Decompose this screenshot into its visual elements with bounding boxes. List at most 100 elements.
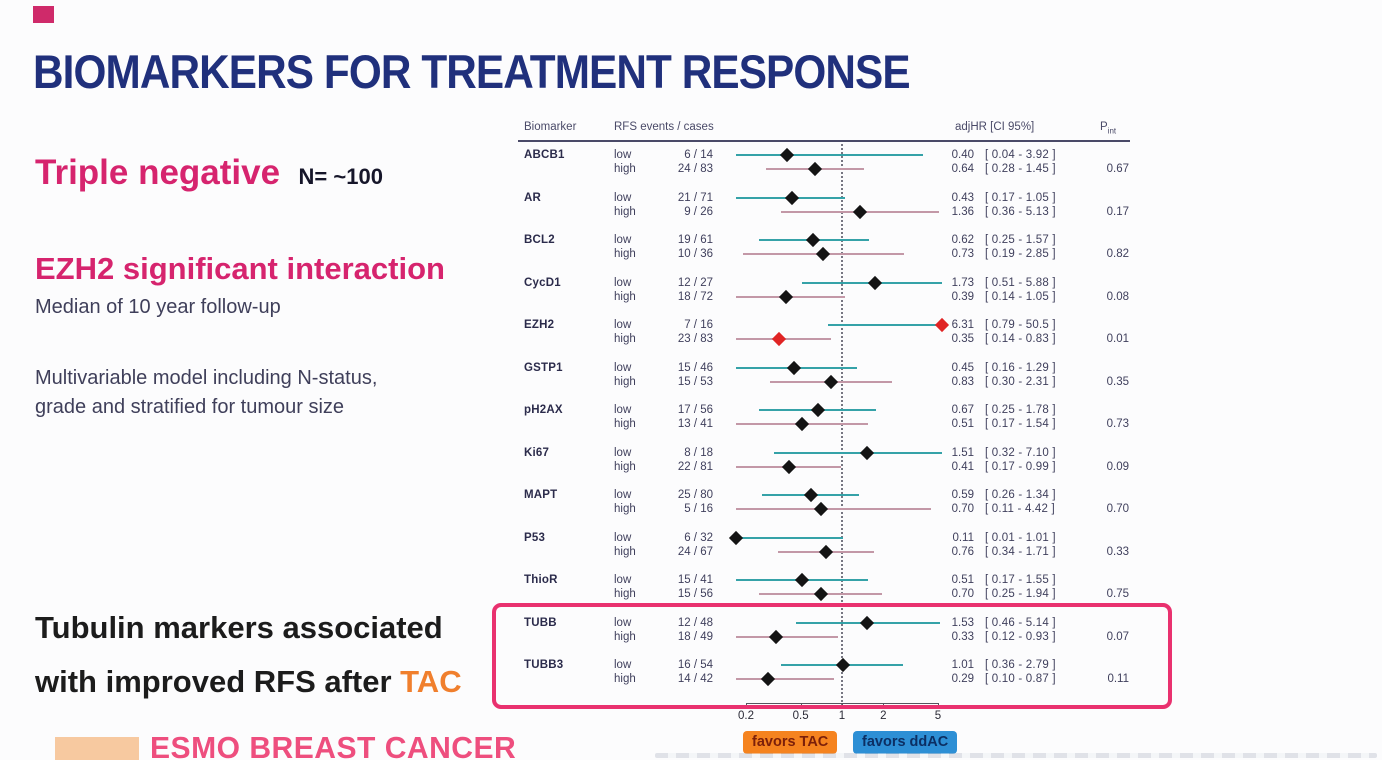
hr-point-diamond <box>772 331 787 347</box>
biomarker-label: AR <box>524 191 542 204</box>
ci-value: [ 0.25 - 1.78 ] <box>985 404 1056 416</box>
events-value: 21 / 71 <box>677 191 713 204</box>
forest-group-thior: ThioR low 15 / 41 0.51 [ 0.17 - 1.55 ] high 15… <box>518 572 1130 602</box>
hr-value: 0.70 <box>951 503 974 515</box>
ci-value: [ 0.32 - 7.10 ] <box>985 446 1056 459</box>
axis-tick-label: 0.5 <box>792 710 809 722</box>
ci-value: [ 0.25 - 1.94 ] <box>985 588 1056 600</box>
hr-value: 0.62 <box>951 234 974 246</box>
hr-value: 0.11 <box>952 531 974 544</box>
ci-interval-line <box>736 635 838 638</box>
hr-point-diamond <box>808 161 823 177</box>
events-value: 13 / 41 <box>677 418 713 430</box>
level-label: high <box>614 248 636 260</box>
events-value: 18 / 72 <box>677 290 713 303</box>
events-value: 5 / 16 <box>684 503 713 515</box>
hr-value: 0.29 <box>951 673 974 685</box>
hr-point-diamond <box>816 246 831 262</box>
hr-value: 0.59 <box>951 489 974 501</box>
model-line-1: Multivariable model including N-status, <box>35 367 378 389</box>
hr-value: 0.33 <box>951 630 974 643</box>
hr-value: 0.41 <box>951 460 974 473</box>
level-label: low <box>614 361 632 374</box>
events-value: 8 / 18 <box>684 446 713 459</box>
hr-value: 0.35 <box>951 333 974 345</box>
p-interaction-value: 0.73 <box>1106 418 1129 430</box>
ci-value: [ 0.28 - 1.45 ] <box>985 163 1056 175</box>
forest-group-tubb3: TUBB3 low 16 / 54 1.01 [ 0.36 - 2.79 ] high 14… <box>518 657 1130 687</box>
events-value: 15 / 56 <box>677 588 713 600</box>
column-header-adjhr-ci: adjHR [CI 95%] <box>955 121 1035 133</box>
note-tubulin-markers: Tubulin markers associated with improved… <box>35 601 462 709</box>
ci-value: [ 0.04 - 3.92 ] <box>985 149 1056 161</box>
forest-group-gstp1: GSTP1 low 15 / 46 0.45 [ 0.16 - 1.29 ] high 15… <box>518 360 1130 389</box>
hr-point-diamond <box>780 147 795 163</box>
level-label: low <box>614 234 632 246</box>
events-value: 9 / 26 <box>684 205 713 218</box>
events-value: 17 / 56 <box>677 404 713 416</box>
events-value: 16 / 54 <box>677 659 713 671</box>
forest-group-ki67: Ki67 low 8 / 18 1.51 [ 0.32 - 7.10 ] high 22 /… <box>518 445 1130 474</box>
hr-point-diamond <box>823 374 838 389</box>
level-label: low <box>614 191 632 204</box>
level-label: low <box>614 404 632 416</box>
p-interaction-value: 0.01 <box>1106 333 1129 345</box>
note-triple-negative: Triple negative N= ~100 <box>35 153 383 193</box>
level-label: low <box>614 574 632 586</box>
events-value: 12 / 27 <box>677 276 713 289</box>
column-header-events: RFS events / cases <box>614 121 714 133</box>
events-value: 23 / 83 <box>677 333 713 345</box>
hr-point-diamond <box>728 530 744 545</box>
hr-value: 1.51 <box>951 446 974 459</box>
events-value: 25 / 80 <box>677 489 713 501</box>
p-interaction-value: 0.75 <box>1106 588 1129 600</box>
ci-value: [ 0.30 - 2.31 ] <box>985 375 1056 388</box>
events-value: 19 / 61 <box>677 234 713 246</box>
level-label: high <box>614 588 636 600</box>
forest-group-ph2ax: pH2AX low 17 / 56 0.67 [ 0.25 - 1.78 ] high 13… <box>518 402 1130 432</box>
level-label: high <box>614 673 636 685</box>
level-label: low <box>614 446 632 459</box>
p-interaction-value: 0.09 <box>1106 460 1129 473</box>
hr-value: 1.01 <box>951 659 974 671</box>
ci-value: [ 0.17 - 0.99 ] <box>985 460 1056 473</box>
events-value: 6 / 32 <box>684 531 713 544</box>
hr-point-diamond <box>853 204 868 219</box>
ci-value: [ 0.26 - 1.34 ] <box>985 489 1056 501</box>
events-value: 10 / 36 <box>677 248 713 260</box>
hr-point-diamond <box>867 275 882 290</box>
p-interaction-value: 0.82 <box>1106 248 1129 260</box>
header-rule <box>518 140 1130 142</box>
hr-point-diamond <box>806 232 821 248</box>
hr-point-diamond <box>787 360 802 375</box>
hr-point-diamond <box>818 544 833 559</box>
p-interaction-value: 0.17 <box>1106 205 1129 218</box>
axis-tick-label: 5 <box>934 710 942 722</box>
level-label: high <box>614 290 636 303</box>
events-value: 6 / 14 <box>684 149 713 161</box>
forest-group-tubb: TUBB low 12 / 48 1.53 [ 0.46 - 5.14 ] high 18 … <box>518 615 1130 644</box>
events-value: 7 / 16 <box>684 319 713 331</box>
p-interaction-value: 0.67 <box>1106 163 1129 175</box>
level-label: low <box>614 616 632 629</box>
ci-value: [ 0.16 - 1.29 ] <box>985 361 1056 374</box>
hr-value: 6.31 <box>951 319 974 331</box>
biomarker-label: GSTP1 <box>524 361 563 374</box>
events-value: 12 / 48 <box>677 616 713 629</box>
biomarker-label: BCL2 <box>524 234 555 246</box>
note-model-description: Multivariable model including N-status, … <box>35 364 377 422</box>
ci-value: [ 0.25 - 1.57 ] <box>985 234 1056 246</box>
hr-point-diamond <box>803 487 818 503</box>
axis-tick-label: 1 <box>838 710 846 722</box>
hr-point-diamond <box>784 190 799 205</box>
hr-value: 0.67 <box>951 404 974 416</box>
level-label: low <box>614 319 632 331</box>
ci-value: [ 0.34 - 1.71 ] <box>985 545 1056 558</box>
forest-plot: Biomarker RFS events / cases adjHR [CI 9… <box>518 118 1133 760</box>
ci-value: [ 0.36 - 2.79 ] <box>985 659 1056 671</box>
sample-size-label: N= ~100 <box>298 164 383 189</box>
biomarker-label: CycD1 <box>524 276 561 289</box>
ci-value: [ 0.46 - 5.14 ] <box>985 616 1056 629</box>
hr-value: 0.40 <box>951 149 974 161</box>
biomarker-label: pH2AX <box>524 404 563 416</box>
